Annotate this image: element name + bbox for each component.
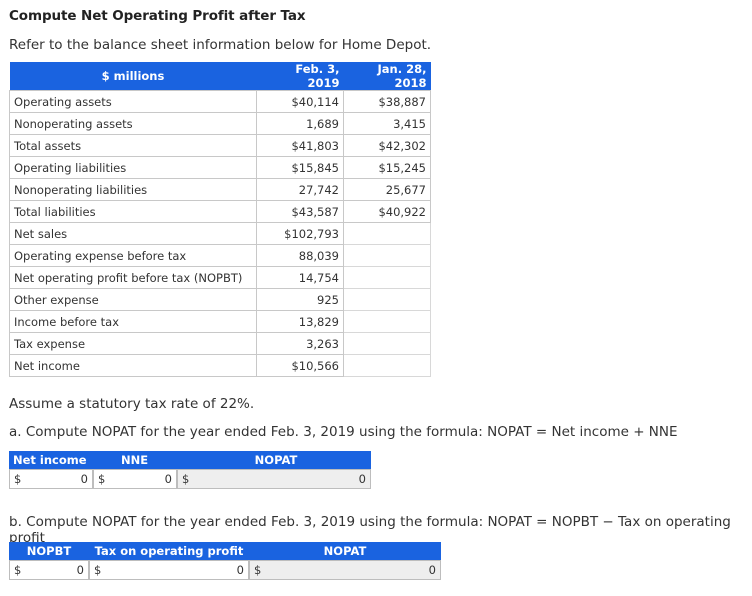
- table-row: Operating expense before tax 88,039: [9, 244, 431, 267]
- table-header-row: $ millions Feb. 3, 2019 Jan. 28, 2018: [9, 62, 431, 91]
- value-jan-2018: [343, 244, 431, 267]
- part-b-header-nopat: NOPAT: [323, 544, 367, 558]
- value-feb-2019: $15,845: [256, 156, 344, 179]
- row-label: Operating expense before tax: [9, 244, 257, 267]
- value-jan-2018: 25,677: [343, 178, 431, 201]
- currency-symbol: $: [182, 472, 190, 486]
- intro-text: Refer to the balance sheet information b…: [9, 37, 432, 53]
- nopat-result-b: $ 0: [249, 560, 441, 580]
- table-row: Income before tax 13,829: [9, 310, 431, 333]
- value-feb-2019: $40,114: [256, 90, 344, 113]
- value-feb-2019: $43,587: [256, 200, 344, 223]
- nopat-b-value: 0: [428, 563, 436, 577]
- currency-symbol: $: [94, 563, 102, 577]
- tax-rate-text: Assume a statutory tax rate of 22%.: [9, 396, 255, 412]
- nne-value: 0: [164, 472, 172, 486]
- currency-symbol: $: [98, 472, 106, 486]
- header-jan-2018: Jan. 28, 2018: [343, 62, 431, 91]
- tax-operating-value: 0: [236, 563, 244, 577]
- part-a-header-nopat: NOPAT: [254, 453, 298, 467]
- table-row: Net income $10,566: [9, 354, 431, 377]
- table-row: Net operating profit before tax (NOPBT) 1…: [9, 266, 431, 289]
- row-label: Operating liabilities: [9, 156, 257, 179]
- value-feb-2019: 925: [256, 288, 344, 311]
- row-label: Nonoperating assets: [9, 112, 257, 135]
- value-feb-2019: $41,803: [256, 134, 344, 157]
- row-label: Net sales: [9, 222, 257, 245]
- value-jan-2018: [343, 266, 431, 289]
- row-label: Nonoperating liabilities: [9, 178, 257, 201]
- balance-sheet-table: $ millions Feb. 3, 2019 Jan. 28, 2018 Op…: [9, 62, 431, 377]
- row-label: Tax expense: [9, 332, 257, 355]
- part-b-header-nopbt: NOPBT: [26, 544, 72, 558]
- value-feb-2019: $10,566: [256, 354, 344, 377]
- header-millions: $ millions: [9, 62, 257, 91]
- table-row: Total assets $41,803 $42,302: [9, 134, 431, 157]
- value-feb-2019: 27,742: [256, 178, 344, 201]
- row-label: Income before tax: [9, 310, 257, 333]
- net-income-input[interactable]: $ 0: [9, 469, 93, 489]
- part-a-header-nne: NNE: [121, 453, 149, 467]
- value-jan-2018: [343, 332, 431, 355]
- row-label: Operating assets: [9, 90, 257, 113]
- value-feb-2019: 3,263: [256, 332, 344, 355]
- table-row: Total liabilities $43,587 $40,922: [9, 200, 431, 223]
- part-a-header-net-income: Net income: [13, 453, 87, 467]
- nopat-result-a: $ 0: [177, 469, 371, 489]
- nopat-a-value: 0: [358, 472, 366, 486]
- value-jan-2018: 3,415: [343, 112, 431, 135]
- table-row: Tax expense 3,263: [9, 332, 431, 355]
- value-feb-2019: 14,754: [256, 266, 344, 289]
- value-jan-2018: [343, 288, 431, 311]
- table-row: Nonoperating assets 1,689 3,415: [9, 112, 431, 135]
- net-income-value: 0: [80, 472, 88, 486]
- value-jan-2018: [343, 354, 431, 377]
- part-a-grid: Net income NNE NOPAT $ 0 $ 0 $ 0: [9, 451, 371, 489]
- value-feb-2019: 1,689: [256, 112, 344, 135]
- row-label: Total assets: [9, 134, 257, 157]
- value-jan-2018: [343, 222, 431, 245]
- value-jan-2018: $15,245: [343, 156, 431, 179]
- nopbt-input[interactable]: $ 0: [9, 560, 89, 580]
- row-label: Other expense: [9, 288, 257, 311]
- value-feb-2019: $102,793: [256, 222, 344, 245]
- table-row: Net sales $102,793: [9, 222, 431, 245]
- value-feb-2019: 13,829: [256, 310, 344, 333]
- value-jan-2018: $40,922: [343, 200, 431, 223]
- part-b-header-tax: Tax on operating profit: [94, 544, 244, 558]
- value-feb-2019: 88,039: [256, 244, 344, 267]
- page-title: Compute Net Operating Profit after Tax: [9, 8, 306, 24]
- currency-symbol: $: [254, 563, 262, 577]
- header-feb-2019: Feb. 3, 2019: [256, 62, 344, 91]
- currency-symbol: $: [14, 472, 22, 486]
- row-label: Net operating profit before tax (NOPBT): [9, 266, 257, 289]
- table-row: Nonoperating liabilities 27,742 25,677: [9, 178, 431, 201]
- part-a-question: a. Compute NOPAT for the year ended Feb.…: [9, 424, 678, 440]
- value-jan-2018: $38,887: [343, 90, 431, 113]
- currency-symbol: $: [14, 563, 22, 577]
- row-label: Total liabilities: [9, 200, 257, 223]
- tax-operating-input[interactable]: $ 0: [89, 560, 249, 580]
- table-row: Operating liabilities $15,845 $15,245: [9, 156, 431, 179]
- nne-input[interactable]: $ 0: [93, 469, 177, 489]
- nopbt-value: 0: [76, 563, 84, 577]
- value-jan-2018: $42,302: [343, 134, 431, 157]
- value-jan-2018: [343, 310, 431, 333]
- row-label: Net income: [9, 354, 257, 377]
- table-row: Operating assets $40,114 $38,887: [9, 90, 431, 113]
- part-b-grid: NOPBT Tax on operating profit NOPAT $ 0 …: [9, 542, 441, 580]
- table-row: Other expense 925: [9, 288, 431, 311]
